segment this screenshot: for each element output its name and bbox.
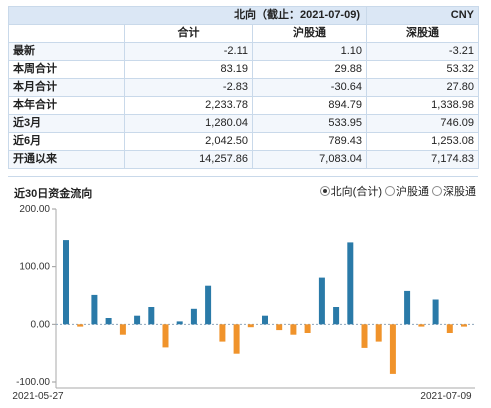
- cell-shanghai: 789.43: [252, 132, 367, 151]
- table-row: 最新 -2.11 1.10 -3.21: [8, 42, 479, 61]
- cell-shenzhen: 53.32: [366, 60, 479, 79]
- cell-shanghai: -30.64: [252, 78, 367, 97]
- legend-option-shenzhen[interactable]: 深股通: [432, 183, 476, 199]
- bar: [304, 324, 311, 333]
- cell-total: 2,042.50: [124, 132, 253, 151]
- bar: [446, 324, 453, 333]
- bar: [219, 324, 226, 342]
- summary-title: 北向（截止：2021-07-09): [8, 6, 367, 25]
- radio-icon[interactable]: [385, 186, 395, 196]
- row-label: 近3月: [8, 114, 125, 133]
- bar: [290, 324, 297, 335]
- row-label: 本月合计: [8, 78, 125, 97]
- empty-header-cell: [8, 24, 125, 43]
- north-bound-panel: 北向（截止：2021-07-09) CNY 合计 沪股通 深股通 最新 -2.1…: [8, 6, 479, 405]
- cell-total: 2,233.78: [124, 96, 253, 115]
- bar: [134, 315, 141, 325]
- cell-shanghai: 7,083.04: [252, 150, 367, 169]
- bar: [247, 324, 254, 328]
- cell-total: 1,280.04: [124, 114, 253, 133]
- radio-icon[interactable]: [432, 186, 442, 196]
- legend-label-shanghai: 沪股通: [396, 186, 429, 198]
- y-tick-label: 0.00: [31, 319, 51, 330]
- bar: [105, 318, 112, 325]
- y-tick-label: 100.00: [19, 262, 50, 273]
- bar: [233, 324, 240, 354]
- bar: [148, 307, 155, 325]
- bar: [432, 299, 439, 325]
- column-header-shenzhen: 深股通: [366, 24, 479, 43]
- cell-shenzhen: 7,174.83: [366, 150, 479, 169]
- bar: [162, 324, 169, 348]
- bar: [276, 324, 283, 331]
- bar: [63, 240, 69, 325]
- cell-shanghai: 29.88: [252, 60, 367, 79]
- chart-title: 近30日资金流向: [14, 188, 93, 200]
- currency-label: CNY: [366, 6, 479, 25]
- bar: [318, 277, 325, 325]
- bar: [461, 324, 467, 327]
- bar-chart: 200.00 100.00 0.00 -100.00 2021-05-27 2021-07…: [12, 204, 475, 402]
- cell-shenzhen: 746.09: [366, 114, 479, 133]
- cell-total: -2.83: [124, 78, 253, 97]
- table-row: 开通以来 14,257.86 7,083.04 7,174.83: [8, 150, 479, 169]
- bar: [176, 321, 183, 325]
- x-end-label: 2021-07-09: [420, 391, 472, 402]
- cell-shanghai: 1.10: [252, 42, 367, 61]
- table-row: 近6月 2,042.50 789.43 1,253.08: [8, 132, 479, 151]
- column-header-shanghai: 沪股通: [252, 24, 367, 43]
- cell-total: -2.11: [124, 42, 253, 61]
- bar: [361, 324, 368, 348]
- bar: [404, 290, 411, 325]
- cell-shenzhen: 1,338.98: [366, 96, 479, 115]
- bar: [375, 324, 382, 342]
- summary-title-row: 北向（截止：2021-07-09) CNY: [8, 6, 479, 25]
- row-label: 开通以来: [8, 150, 125, 169]
- series-selector: 北向(合计) 沪股通 深股通: [317, 183, 476, 199]
- summary-table: 北向（截止：2021-07-09) CNY 合计 沪股通 深股通 最新 -2.1…: [8, 6, 479, 169]
- bar: [77, 324, 84, 327]
- radio-icon[interactable]: [319, 186, 330, 196]
- bar: [119, 324, 126, 335]
- table-row: 近3月 1,280.04 533.95 746.09: [8, 114, 479, 133]
- bar: [91, 294, 98, 325]
- cell-total: 83.19: [124, 60, 253, 79]
- flow-chart-panel: 近30日资金流向 北向(合计) 沪股通 深股通 200.00 100.00 0.00…: [8, 176, 478, 405]
- bar: [262, 315, 268, 325]
- bar: [389, 324, 396, 374]
- bar: [190, 308, 197, 325]
- cell-shanghai: 894.79: [252, 96, 367, 115]
- bar: [418, 324, 425, 327]
- cell-shenzhen: 1,253.08: [366, 132, 479, 151]
- table-row: 本月合计 -2.83 -30.64 27.80: [8, 78, 479, 97]
- x-start-label: 2021-05-27: [12, 391, 64, 402]
- legend-option-total[interactable]: 北向(合计): [319, 183, 382, 199]
- column-header-total: 合计: [124, 24, 253, 43]
- cell-total: 14,257.86: [124, 150, 253, 169]
- cell-shenzhen: 27.80: [366, 78, 479, 97]
- y-tick-label: 200.00: [19, 204, 50, 215]
- legend-label-shenzhen: 深股通: [443, 186, 476, 198]
- summary-header-row: 合计 沪股通 深股通: [8, 24, 479, 43]
- table-row: 本年合计 2,233.78 894.79 1,338.98: [8, 96, 479, 115]
- bar: [347, 242, 354, 325]
- legend-option-shanghai[interactable]: 沪股通: [385, 183, 429, 199]
- row-label: 本周合计: [8, 60, 125, 79]
- row-label: 近6月: [8, 132, 125, 151]
- cell-shanghai: 533.95: [252, 114, 367, 133]
- legend-label-total: 北向(合计): [330, 186, 382, 198]
- table-row: 本周合计 83.19 29.88 53.32: [8, 60, 479, 79]
- bar: [205, 285, 212, 325]
- row-label: 本年合计: [8, 96, 125, 115]
- bar: [333, 307, 340, 325]
- y-tick-label: -100.00: [16, 377, 50, 388]
- row-label: 最新: [8, 42, 125, 61]
- cell-shenzhen: -3.21: [366, 42, 479, 61]
